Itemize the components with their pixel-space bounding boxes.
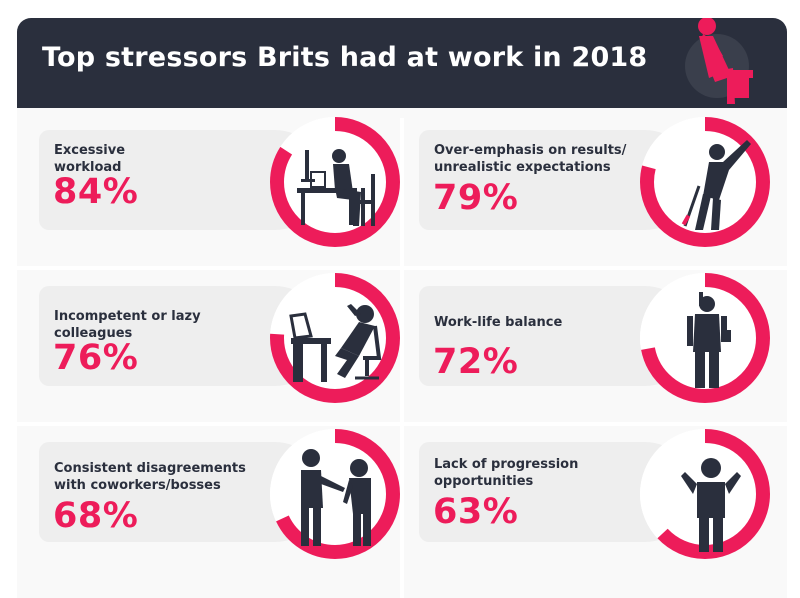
stressor-ring	[265, 268, 405, 408]
stressor-percent: 76%	[53, 338, 139, 378]
stressor-label: Work-life balance	[434, 314, 634, 331]
shrug-icon	[681, 458, 741, 552]
ring-value-arc	[270, 117, 400, 247]
stressor-label-line: Incompetent or lazy	[54, 309, 201, 324]
stressor-label-line: Lack of progression	[434, 457, 579, 472]
stressor-label: Lack of progression opportunities	[434, 456, 634, 490]
stressor-label-line: Over-emphasis on results/	[434, 143, 627, 158]
stressor-label-line: Excessive	[54, 143, 126, 158]
ring-value-arc	[640, 117, 770, 247]
stabbed-in-back-icon	[681, 140, 751, 230]
stressor-percent: 63%	[433, 492, 519, 532]
stressor-item: Consistent disagreements with coworkers/b…	[39, 429, 400, 582]
stressor-label: Consistent disagreements with coworkers/b…	[54, 460, 254, 494]
stressor-ring	[265, 424, 405, 564]
infographic-card: Top stressors Brits had at work in 2018	[17, 18, 787, 598]
ring-value-arc	[640, 273, 770, 403]
stressor-item: Excessive workload 84%	[39, 117, 400, 270]
argument-icon	[301, 449, 371, 546]
stressor-label: Incompetent or lazy colleagues	[54, 308, 254, 342]
stressor-label: Over-emphasis on results/unrealistic exp…	[434, 142, 634, 176]
stressor-ring	[265, 112, 405, 252]
ring-value-arc	[270, 273, 400, 403]
panel-dividers	[17, 118, 787, 598]
stressor-item: Incompetent or lazy colleagues 76%	[39, 273, 400, 426]
stressor-label-line: Work-life balance	[434, 315, 563, 330]
stressor-label-line: with coworkers/bosses	[54, 478, 221, 493]
stressor-label-line: colleagues	[54, 326, 133, 341]
stressor-label: Excessive workload	[54, 142, 254, 176]
desk-worker-icon	[297, 149, 375, 226]
stressor-label-line: unrealistic expectations	[434, 160, 611, 175]
stressor-ring	[635, 268, 775, 408]
stressor-ring	[635, 424, 775, 564]
phone-call-icon	[687, 292, 731, 388]
stressor-percent: 72%	[433, 342, 519, 382]
header-banner: Top stressors Brits had at work in 2018	[17, 18, 787, 108]
stressor-percent: 84%	[53, 172, 139, 212]
stressor-percent: 79%	[433, 178, 519, 218]
stressed-person-icon	[669, 18, 769, 116]
page-title: Top stressors Brits had at work in 2018	[42, 42, 648, 73]
stressor-percent: 68%	[53, 496, 139, 536]
lazy-colleague-icon	[289, 304, 382, 382]
stressor-label-line: opportunities	[434, 474, 534, 489]
stressor-label-line: workload	[54, 160, 122, 175]
stressor-item: Work-life balance 72%	[419, 273, 779, 426]
stressor-ring	[635, 112, 775, 252]
ring-value-arc	[270, 429, 400, 559]
stressor-item: Over-emphasis on results/unrealistic exp…	[419, 117, 779, 270]
stressor-item: Lack of progression opportunities 63%	[419, 429, 779, 582]
stressor-label-line: Consistent disagreements	[54, 461, 246, 476]
